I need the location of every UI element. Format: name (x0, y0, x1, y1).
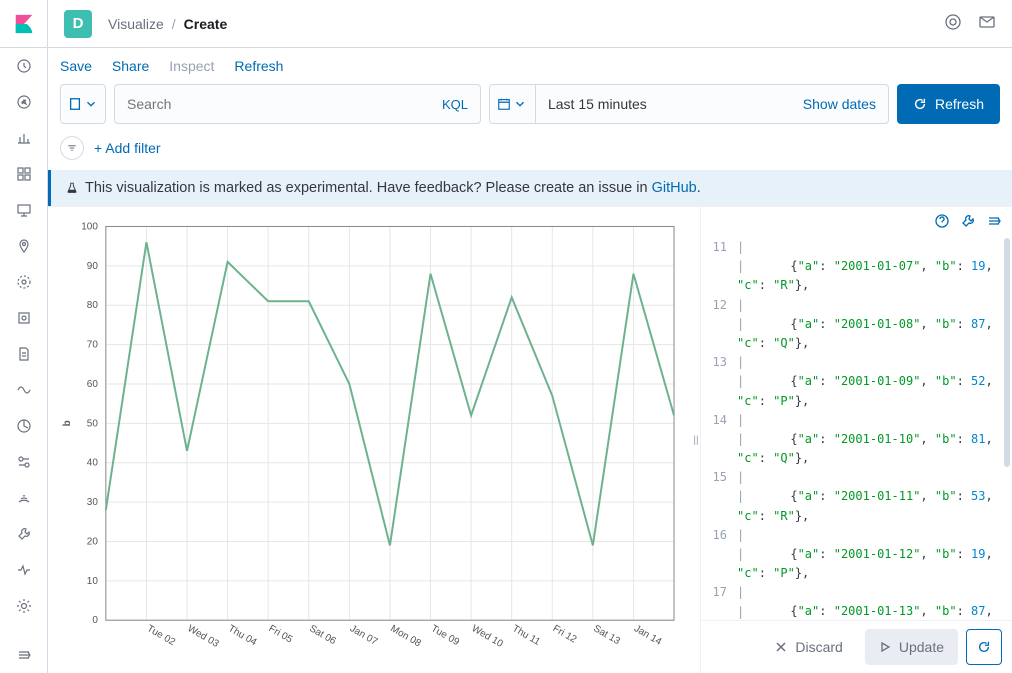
add-filter-button[interactable]: + Add filter (94, 140, 161, 156)
editor-toolbar (701, 207, 1012, 238)
svg-text:70: 70 (87, 340, 99, 351)
update-label: Update (899, 639, 944, 655)
refresh-button-label: Refresh (935, 96, 984, 112)
refresh-button[interactable]: Refresh (897, 84, 1000, 124)
dashboard-icon[interactable] (0, 156, 48, 192)
apm-icon[interactable] (0, 372, 48, 408)
scrollbar[interactable] (1004, 238, 1010, 467)
maps-icon[interactable] (0, 228, 48, 264)
breadcrumb-separator: / (172, 16, 176, 32)
inspect-button: Inspect (169, 58, 214, 74)
siem-icon[interactable] (0, 444, 48, 480)
graph-icon[interactable] (0, 480, 48, 516)
callout-text: This visualization is marked as experime… (85, 180, 701, 196)
show-dates-link[interactable]: Show dates (803, 96, 888, 112)
svg-text:60: 60 (87, 379, 99, 390)
time-range-text[interactable]: Last 15 minutes (536, 96, 803, 112)
breadcrumb-current: Create (184, 16, 228, 32)
expand-icon[interactable] (986, 213, 1002, 232)
uptime-icon[interactable] (0, 408, 48, 444)
help-icon[interactable] (944, 13, 962, 34)
sidebar (0, 0, 48, 673)
update-button[interactable]: Update (865, 629, 958, 665)
svg-text:100: 100 (81, 221, 98, 232)
monitoring-icon[interactable] (0, 552, 48, 588)
reload-button[interactable] (966, 629, 1002, 665)
svg-text:0: 0 (92, 615, 98, 626)
svg-text:Tue 02: Tue 02 (145, 623, 177, 648)
query-bar: KQL Last 15 minutes Show dates Refresh (48, 80, 1012, 132)
svg-text:Jan 07: Jan 07 (348, 623, 380, 648)
visualize-icon[interactable] (0, 120, 48, 156)
devtools-icon[interactable] (0, 516, 48, 552)
svg-text:Fri 05: Fri 05 (267, 623, 295, 645)
visualization-panel: 0 10 20 30 40 50 60 70 80 90 100 Tue 02 Wed 03Thu 04… (48, 207, 692, 673)
svg-text:Thu 11: Thu 11 (510, 623, 542, 648)
svg-text:Mon 08: Mon 08 (388, 623, 423, 649)
canvas-icon[interactable] (0, 192, 48, 228)
breadcrumb-item[interactable]: Visualize (108, 16, 164, 32)
editor-panel: 11| | {"a": "2001-01-07", "b": 19, "c": … (700, 207, 1012, 673)
filter-options-icon[interactable] (60, 136, 84, 160)
management-icon[interactable] (0, 588, 48, 624)
experimental-callout: This visualization is marked as experime… (48, 170, 1012, 206)
svg-text:10: 10 (87, 576, 99, 587)
svg-text:90: 90 (87, 261, 99, 272)
svg-text:Tue 09: Tue 09 (429, 623, 461, 648)
svg-text:Fri 12: Fri 12 (551, 623, 579, 645)
search-input[interactable] (127, 96, 442, 112)
infra-icon[interactable] (0, 300, 48, 336)
date-picker: Last 15 minutes Show dates (489, 84, 889, 124)
svg-text:b: b (62, 420, 73, 426)
recently-viewed-icon[interactable] (0, 48, 48, 84)
svg-text:Wed 10: Wed 10 (470, 623, 505, 650)
svg-text:50: 50 (87, 418, 99, 429)
panel-splitter[interactable]: || (692, 207, 700, 673)
logs-icon[interactable] (0, 336, 48, 372)
kibana-logo[interactable] (0, 0, 48, 48)
share-button[interactable]: Share (112, 58, 149, 74)
top-menu: Save Share Inspect Refresh (48, 48, 1012, 80)
refresh-link[interactable]: Refresh (234, 58, 283, 74)
svg-text:Jan 14: Jan 14 (632, 623, 664, 648)
kql-toggle[interactable]: KQL (442, 97, 468, 112)
newsfeed-icon[interactable] (978, 13, 996, 34)
svg-text:Sat 13: Sat 13 (591, 623, 622, 647)
github-link[interactable]: GitHub (652, 180, 697, 196)
header: D Visualize / Create (48, 0, 1012, 48)
ml-icon[interactable] (0, 264, 48, 300)
svg-text:Sat 06: Sat 06 (307, 623, 338, 647)
wrench-icon[interactable] (960, 213, 976, 232)
svg-text:40: 40 (87, 458, 99, 469)
svg-text:Wed 03: Wed 03 (186, 623, 221, 650)
code-editor[interactable]: 11| | {"a": "2001-01-07", "b": 19, "c": … (701, 238, 1012, 620)
space-badge[interactable]: D (64, 10, 92, 38)
breadcrumb: Visualize / Create (108, 16, 227, 32)
saved-query-button[interactable] (60, 84, 106, 124)
save-button[interactable]: Save (60, 58, 92, 74)
filter-bar: + Add filter (48, 132, 1012, 170)
calendar-button[interactable] (490, 85, 536, 123)
svg-text:80: 80 (87, 300, 99, 311)
discard-button[interactable]: Discard (761, 629, 856, 665)
line-chart: 0 10 20 30 40 50 60 70 80 90 100 Tue 02 Wed 03Thu 04… (56, 215, 684, 673)
svg-text:Thu 04: Thu 04 (226, 623, 259, 648)
beaker-icon (65, 181, 79, 195)
editor-footer: Discard Update (701, 620, 1012, 673)
search-box: KQL (114, 84, 481, 124)
collapse-icon[interactable] (0, 637, 48, 673)
svg-text:20: 20 (87, 536, 99, 547)
discard-label: Discard (795, 639, 842, 655)
help-icon[interactable] (934, 213, 950, 232)
svg-text:30: 30 (87, 497, 99, 508)
discover-icon[interactable] (0, 84, 48, 120)
